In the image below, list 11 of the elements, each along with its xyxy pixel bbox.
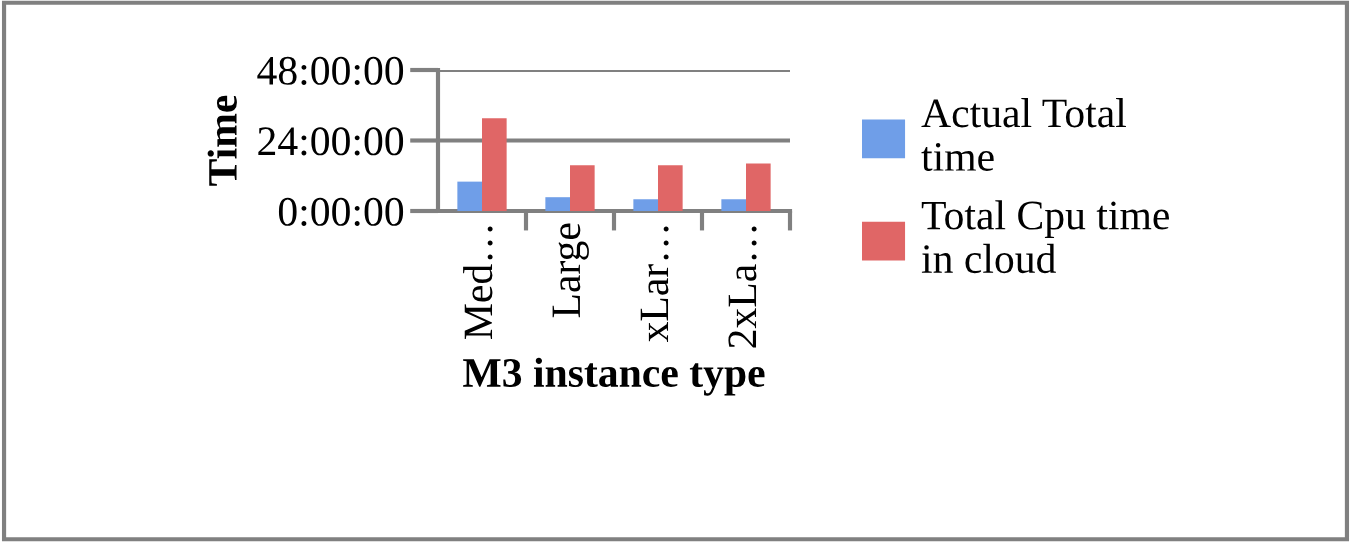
legend-label: Total Cpu time in cloud xyxy=(921,200,1169,274)
legend-label: Actual Total time xyxy=(921,98,1126,171)
y-tick-label: 48:00:00 xyxy=(257,56,404,86)
y-tick-label: 24:00:00 xyxy=(258,127,404,156)
x-tick-label: xLar… xyxy=(640,226,669,343)
x-tick-label: Med… xyxy=(463,226,493,339)
x-axis-title: M3 instance type xyxy=(463,357,765,396)
y-axis-title: Time xyxy=(207,95,237,186)
x-tick-label: Large xyxy=(552,223,589,318)
y-tick-label: 0:00:00 xyxy=(278,197,404,227)
x-tick-label: 2xLa… xyxy=(728,226,757,348)
